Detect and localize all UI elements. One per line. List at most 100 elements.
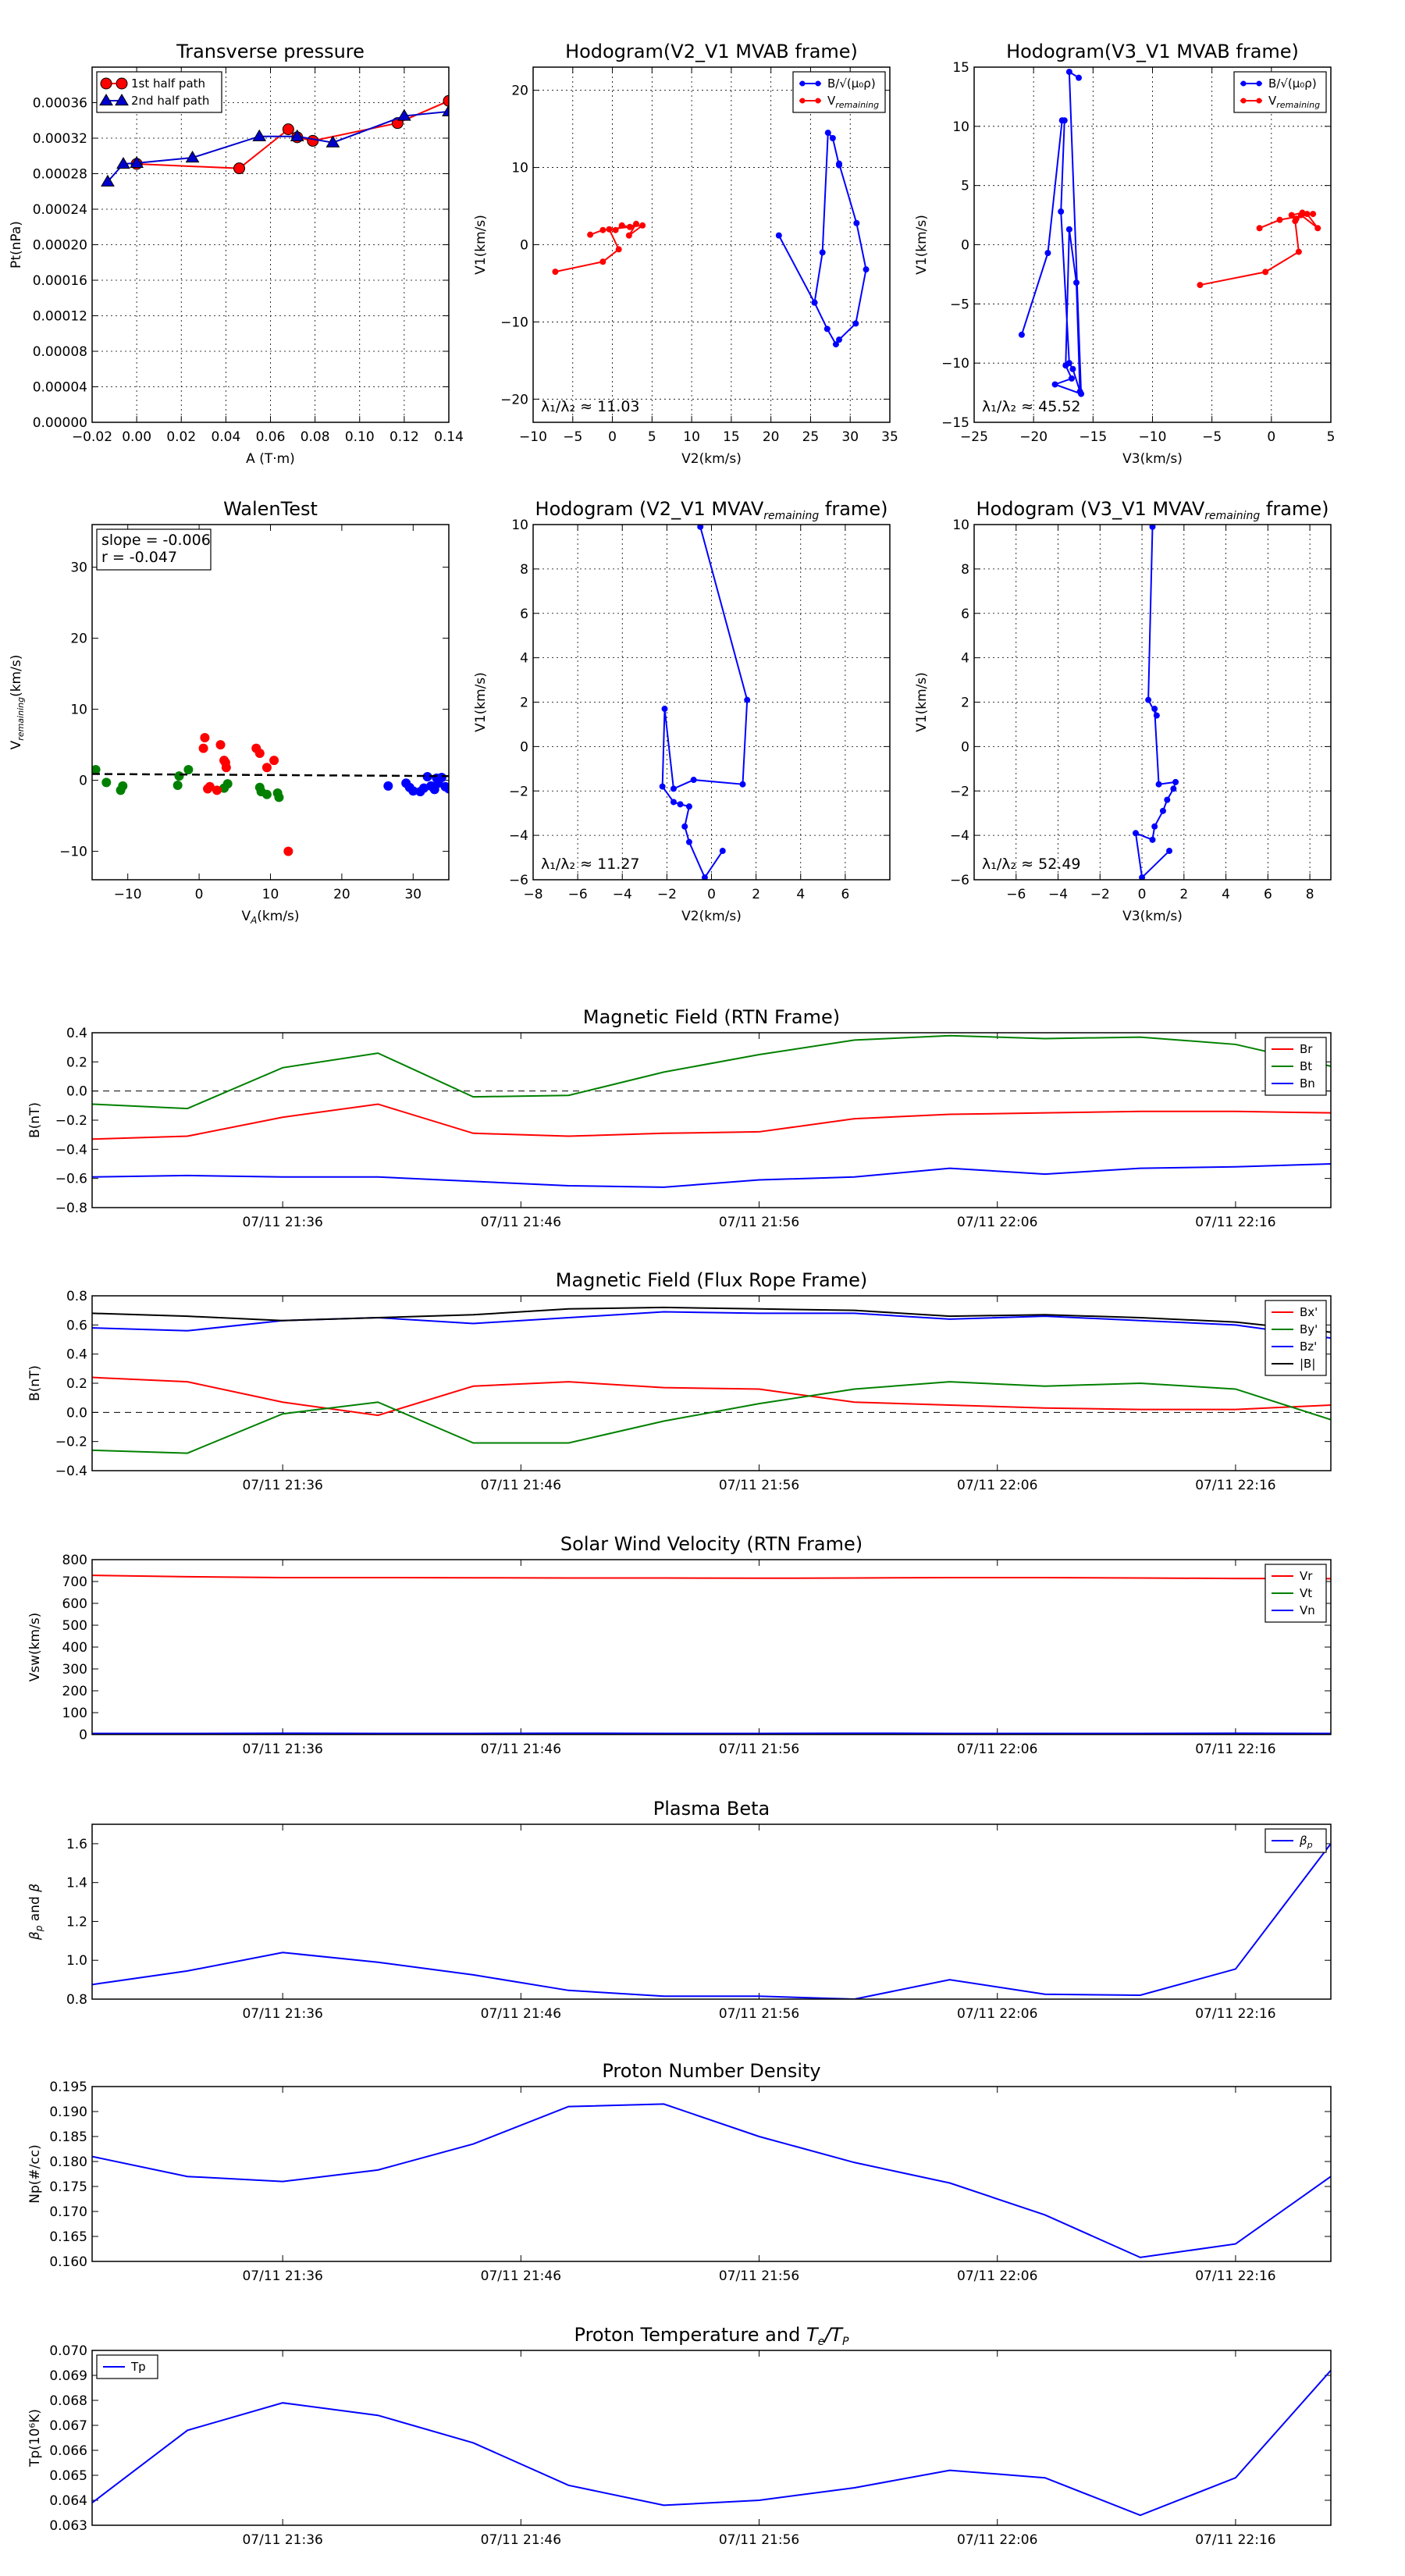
y-tick-label: 30 (70, 560, 87, 576)
plot-area (659, 525, 751, 880)
y-tick-label: 1.2 (66, 1914, 87, 1930)
x-axis-label: VA(km/s) (241, 909, 299, 926)
chart-np: 07/11 21:36 07/11 21:46 07/11 21:56 07/11 2… (27, 2060, 1332, 2284)
y-tick-label: 0.0 (66, 1084, 87, 1100)
series-line-3 (92, 1306, 1331, 1333)
data-point (606, 226, 613, 233)
y-tick-label: −2 (950, 784, 969, 799)
data-point (852, 320, 859, 327)
data-point (615, 246, 622, 253)
x-tick-label: 07/11 22:06 (957, 1478, 1037, 1493)
y-tick-label: 0.00020 (33, 238, 87, 254)
y-tick-label: 2 (961, 696, 969, 711)
x-tick-label: −6 (1006, 887, 1026, 902)
chart-beta: 07/11 21:36 07/11 21:46 07/11 21:56 07/11 2… (27, 1798, 1332, 2022)
chart-title: Solar Wind Velocity (RTN Frame) (560, 1533, 863, 1555)
series-line-0 (92, 1376, 1331, 1417)
data-point (829, 135, 836, 141)
data-point (1078, 390, 1085, 397)
x-tick-label: 0.12 (389, 429, 419, 445)
x-tick-label: 07/11 21:56 (719, 1742, 799, 1757)
y-tick-label: 0.2 (66, 1055, 87, 1070)
y-tick-label: 0.00036 (33, 96, 87, 112)
legend-marker (100, 77, 112, 90)
x-tick-label: 0.00 (122, 429, 151, 445)
data-point (618, 222, 625, 229)
data-point (1151, 706, 1158, 713)
data-point (118, 781, 128, 791)
data-point (1051, 381, 1058, 388)
legend-marker (116, 77, 128, 90)
y-tick-label: −6 (509, 873, 528, 888)
axes-frame (91, 1032, 1332, 1208)
y-tick-label: 0.00024 (33, 202, 87, 218)
y-tick-label: 0.069 (49, 2368, 87, 2384)
series-line-1 (92, 1034, 1331, 1110)
axes-frame (91, 66, 450, 423)
data-point (661, 706, 668, 713)
y-tick-label: 10 (70, 703, 87, 718)
data-point (1062, 362, 1069, 369)
chart-hodo2: −25 −20 −15 −10 −5 0 5 −15 −10 −5 0 5 10 15 Hodogram(V… (914, 41, 1335, 467)
y-tick-label: 0.00012 (33, 309, 87, 325)
data-point (408, 786, 418, 796)
x-axis-label: V2(km/s) (681, 451, 742, 467)
chart-hodo4: −6 −4 −2 0 2 4 6 8 −6 −4 −2 0 2 4 6 8 10 Hodogram (V3_V1 … (914, 498, 1332, 924)
data-point (863, 266, 870, 273)
x-tick-label: −2 (1090, 887, 1110, 902)
axes-frame (532, 66, 891, 423)
x-tick-label: 8 (1306, 887, 1314, 902)
x-tick-label: 07/11 21:46 (481, 2268, 561, 2284)
chart-title: WalenTest (223, 498, 318, 520)
legend-label: 2nd half path (131, 94, 209, 108)
y-tick-label: 600 (62, 1596, 87, 1612)
data-point (101, 777, 112, 788)
x-tick-label: 5 (648, 429, 656, 445)
y-tick-label: 0.6 (66, 1318, 87, 1333)
series-line-2 (92, 1163, 1331, 1188)
chart-pt: −0.02 0.00 0.02 0.04 0.06 0.08 0.10 0.12 0.14 0.0… (9, 41, 464, 467)
chart-title: Proton Temperature and Te/TP (574, 2324, 850, 2348)
axes-frame (532, 524, 891, 881)
axes-frame (91, 1823, 1332, 2000)
plot-area (92, 733, 449, 856)
y-tick-label: 0 (520, 739, 528, 755)
x-tick-label: 07/11 21:46 (481, 1478, 561, 1493)
axes-frame (91, 2086, 1332, 2262)
data-point (185, 151, 200, 163)
data-point (101, 174, 115, 187)
y-tick-label: 0.00016 (33, 273, 87, 289)
chart-walen: −10 0 10 20 30 −10 0 10 20 30 WalenTest VA(km/s) Vre… (9, 498, 450, 926)
y-tick-label: 10 (511, 518, 528, 533)
plot-area (101, 94, 449, 187)
chart-bfield_fr: 07/11 21:36 07/11 21:46 07/11 21:56 07/11 2… (27, 1269, 1332, 1493)
x-tick-label: 07/11 21:56 (719, 1478, 799, 1493)
legend-label: Tp (130, 2360, 146, 2374)
y-tick-label: 0.160 (49, 2254, 87, 2270)
data-point (419, 783, 429, 793)
data-point (1151, 823, 1158, 830)
y-tick-label: 0.066 (49, 2443, 87, 2459)
legend-box (1264, 1037, 1327, 1096)
data-point (397, 109, 411, 121)
x-tick-label: 07/11 22:16 (1195, 1742, 1275, 1757)
series-line-0 (92, 2103, 1331, 2258)
y-tick-label: 20 (70, 632, 87, 647)
y-tick-label: 0.2 (66, 1376, 87, 1392)
legend-label: Vn (1300, 1603, 1315, 1617)
y-tick-label: 800 (62, 1553, 87, 1568)
y-tick-label: 0.165 (49, 2229, 87, 2245)
chart-vsw: 07/11 21:36 07/11 21:46 07/11 21:56 07/11 2… (27, 1533, 1332, 1757)
y-tick-label: 15 (952, 60, 969, 76)
x-tick-label: 0 (707, 887, 716, 902)
y-tick-label: −20 (500, 392, 528, 407)
y-tick-label: 300 (62, 1662, 87, 1678)
x-tick-label: 07/11 21:56 (719, 2268, 799, 2284)
y-tick-label: 1.4 (66, 1876, 87, 1891)
x-tick-label: 07/11 22:06 (957, 1215, 1037, 1230)
data-point (1145, 696, 1152, 703)
data-point (1288, 212, 1295, 219)
data-point (1132, 830, 1139, 837)
x-tick-label: 07/11 22:16 (1195, 2532, 1275, 2548)
x-tick-label: 4 (1222, 887, 1230, 902)
